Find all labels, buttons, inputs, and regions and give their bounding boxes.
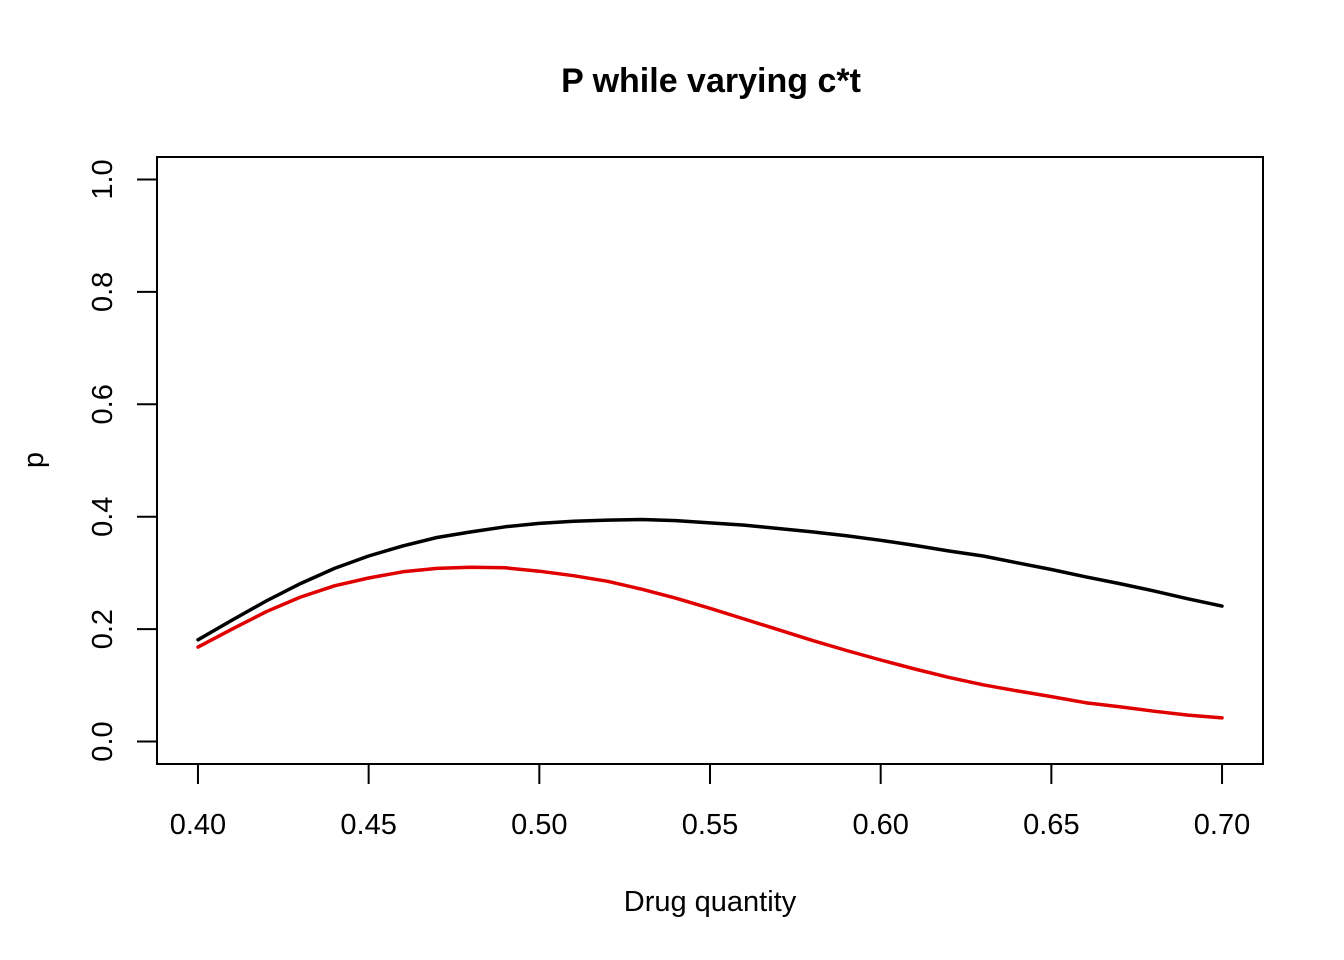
series-line-1 [196, 517, 1224, 642]
x-tick-label: 0.65 [1023, 809, 1079, 841]
series-group [196, 517, 1224, 720]
x-tick-label: 0.50 [511, 809, 567, 841]
y-tick-label: 0.4 [87, 497, 119, 537]
y-tick-label: 1.0 [87, 159, 119, 199]
x-axis-label: Drug quantity [624, 886, 797, 918]
x-tick-label: 0.55 [682, 809, 738, 841]
y-axis-label: p [18, 452, 50, 468]
x-tick-label: 0.40 [170, 809, 226, 841]
y-tick-label: 0.2 [87, 609, 119, 649]
series-line-2 [196, 565, 1224, 720]
y-axis: 0.0 0.2 0.4 0.6 0.8 1.0 [87, 159, 158, 762]
x-tick-label: 0.70 [1194, 809, 1250, 841]
chart-title: P while varying c*t [561, 62, 861, 100]
x-tick-label: 0.45 [340, 809, 396, 841]
y-tick-label: 0.0 [87, 721, 119, 761]
plot-area [156, 156, 1264, 765]
x-axis: 0.40 0.45 0.50 0.55 0.60 0.65 0.70 [170, 763, 1250, 841]
y-tick-label: 0.8 [87, 272, 119, 312]
y-tick-label: 0.6 [87, 384, 119, 424]
x-tick-label: 0.60 [852, 809, 908, 841]
